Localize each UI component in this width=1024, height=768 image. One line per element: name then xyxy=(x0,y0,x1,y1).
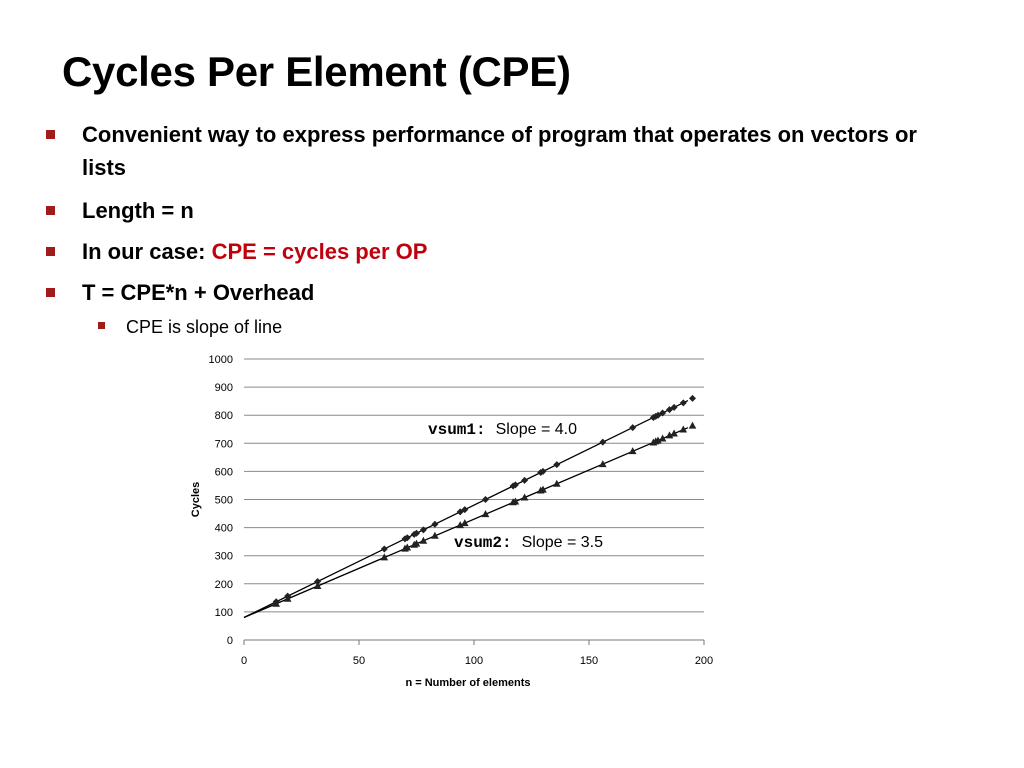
bullet-text: Convenient way to express performance of… xyxy=(82,122,917,180)
y-tick-label: 300 xyxy=(215,551,233,563)
data-point-vsum1 xyxy=(629,424,637,432)
square-sub-bullet-icon xyxy=(98,322,105,329)
data-point-vsum2 xyxy=(553,479,561,487)
data-point-vsum2 xyxy=(539,485,547,493)
sub-bullet-text: CPE is slope of line xyxy=(126,317,283,337)
data-point-vsum2 xyxy=(461,519,469,527)
data-point-vsum1 xyxy=(482,496,489,503)
y-tick-label: 500 xyxy=(215,495,233,507)
data-point-vsum1 xyxy=(511,481,519,489)
data-point-vsum2 xyxy=(380,553,389,561)
bullet-item: T = CPE*n + Overhead xyxy=(46,276,942,309)
x-axis-title: n = Number of elements xyxy=(405,677,530,689)
data-point-vsum2 xyxy=(511,497,520,505)
y-tick-label: 400 xyxy=(215,523,233,535)
data-point-vsum2 xyxy=(658,434,667,442)
square-bullet-icon xyxy=(46,247,55,256)
data-point-vsum2 xyxy=(481,510,490,518)
data-point-vsum1 xyxy=(380,545,388,553)
x-tick-label: 100 xyxy=(465,655,483,667)
bullet-item: Length = n xyxy=(46,194,942,227)
y-tick-label: 600 xyxy=(215,466,233,478)
bullet-item: Convenient way to express performance of… xyxy=(46,118,942,184)
data-point-vsum1 xyxy=(461,506,469,514)
data-point-vsum1 xyxy=(413,529,420,537)
data-point-vsum1 xyxy=(659,409,667,417)
data-point-vsum1 xyxy=(670,403,678,411)
data-point-vsum2 xyxy=(283,594,292,602)
x-tick-label: 50 xyxy=(353,655,365,667)
data-point-vsum1 xyxy=(403,534,411,542)
y-tick-label: 200 xyxy=(215,579,233,591)
bullet-text-prefix: In our case: xyxy=(82,239,212,264)
y-tick-label: 800 xyxy=(215,410,233,422)
x-tick-label: 0 xyxy=(241,655,247,667)
data-point-vsum2 xyxy=(431,531,439,539)
y-tick-label: 900 xyxy=(215,382,233,394)
bullet-text: Length = n xyxy=(82,198,194,223)
square-bullet-icon xyxy=(46,130,55,139)
data-point-vsum2 xyxy=(679,425,688,433)
slide-title: Cycles Per Element (CPE) xyxy=(62,48,571,95)
data-point-vsum2 xyxy=(520,493,529,501)
slope-annotation-vsum2: vsum2: Slope = 3.5 xyxy=(454,534,603,552)
y-tick-label: 0 xyxy=(227,635,233,647)
data-point-vsum2 xyxy=(654,436,662,444)
data-point-vsum1 xyxy=(689,394,696,402)
data-point-vsum2 xyxy=(599,460,607,468)
data-point-vsum2 xyxy=(272,599,280,607)
y-tick-label: 100 xyxy=(215,607,233,619)
y-axis-title: Cycles xyxy=(190,482,202,517)
data-point-vsum2 xyxy=(313,582,322,590)
data-point-vsum2 xyxy=(665,431,674,439)
data-point-vsum1 xyxy=(553,461,561,469)
series-code-label: vsum1: xyxy=(428,421,486,439)
bullet-text-highlight: CPE = cycles per OP xyxy=(211,239,428,264)
data-point-vsum1 xyxy=(679,399,687,407)
data-point-vsum1 xyxy=(599,438,607,446)
bullet-item: In our case: CPE = cycles per OP xyxy=(46,235,942,268)
y-tick-label: 1000 xyxy=(209,354,233,366)
data-point-vsum2 xyxy=(688,421,697,429)
slope-label: Slope = 4.0 xyxy=(496,421,578,438)
data-point-vsum2 xyxy=(419,536,428,544)
data-point-vsum2 xyxy=(670,429,678,437)
square-bullet-icon xyxy=(46,288,55,297)
y-tick-label: 700 xyxy=(215,438,233,450)
series-code-label: vsum2: xyxy=(454,534,512,552)
slope-annotation-vsum1: vsum1: Slope = 4.0 xyxy=(428,421,577,439)
data-point-vsum2 xyxy=(628,447,637,455)
data-point-vsum2 xyxy=(456,521,464,529)
slope-label: Slope = 3.5 xyxy=(522,534,604,551)
data-point-vsum2 xyxy=(412,539,421,547)
data-point-vsum2 xyxy=(403,543,412,551)
data-point-vsum1 xyxy=(521,476,529,484)
square-bullet-icon xyxy=(46,206,55,215)
bullet-text: T = CPE*n + Overhead xyxy=(82,280,315,305)
data-point-vsum1 xyxy=(314,578,322,586)
x-tick-label: 150 xyxy=(580,655,598,667)
data-point-vsum1 xyxy=(431,520,439,528)
data-point-vsum1 xyxy=(419,526,427,534)
data-point-vsum1 xyxy=(539,467,547,475)
x-tick-label: 200 xyxy=(695,655,713,667)
sub-bullet-item: CPE is slope of line xyxy=(98,315,283,339)
